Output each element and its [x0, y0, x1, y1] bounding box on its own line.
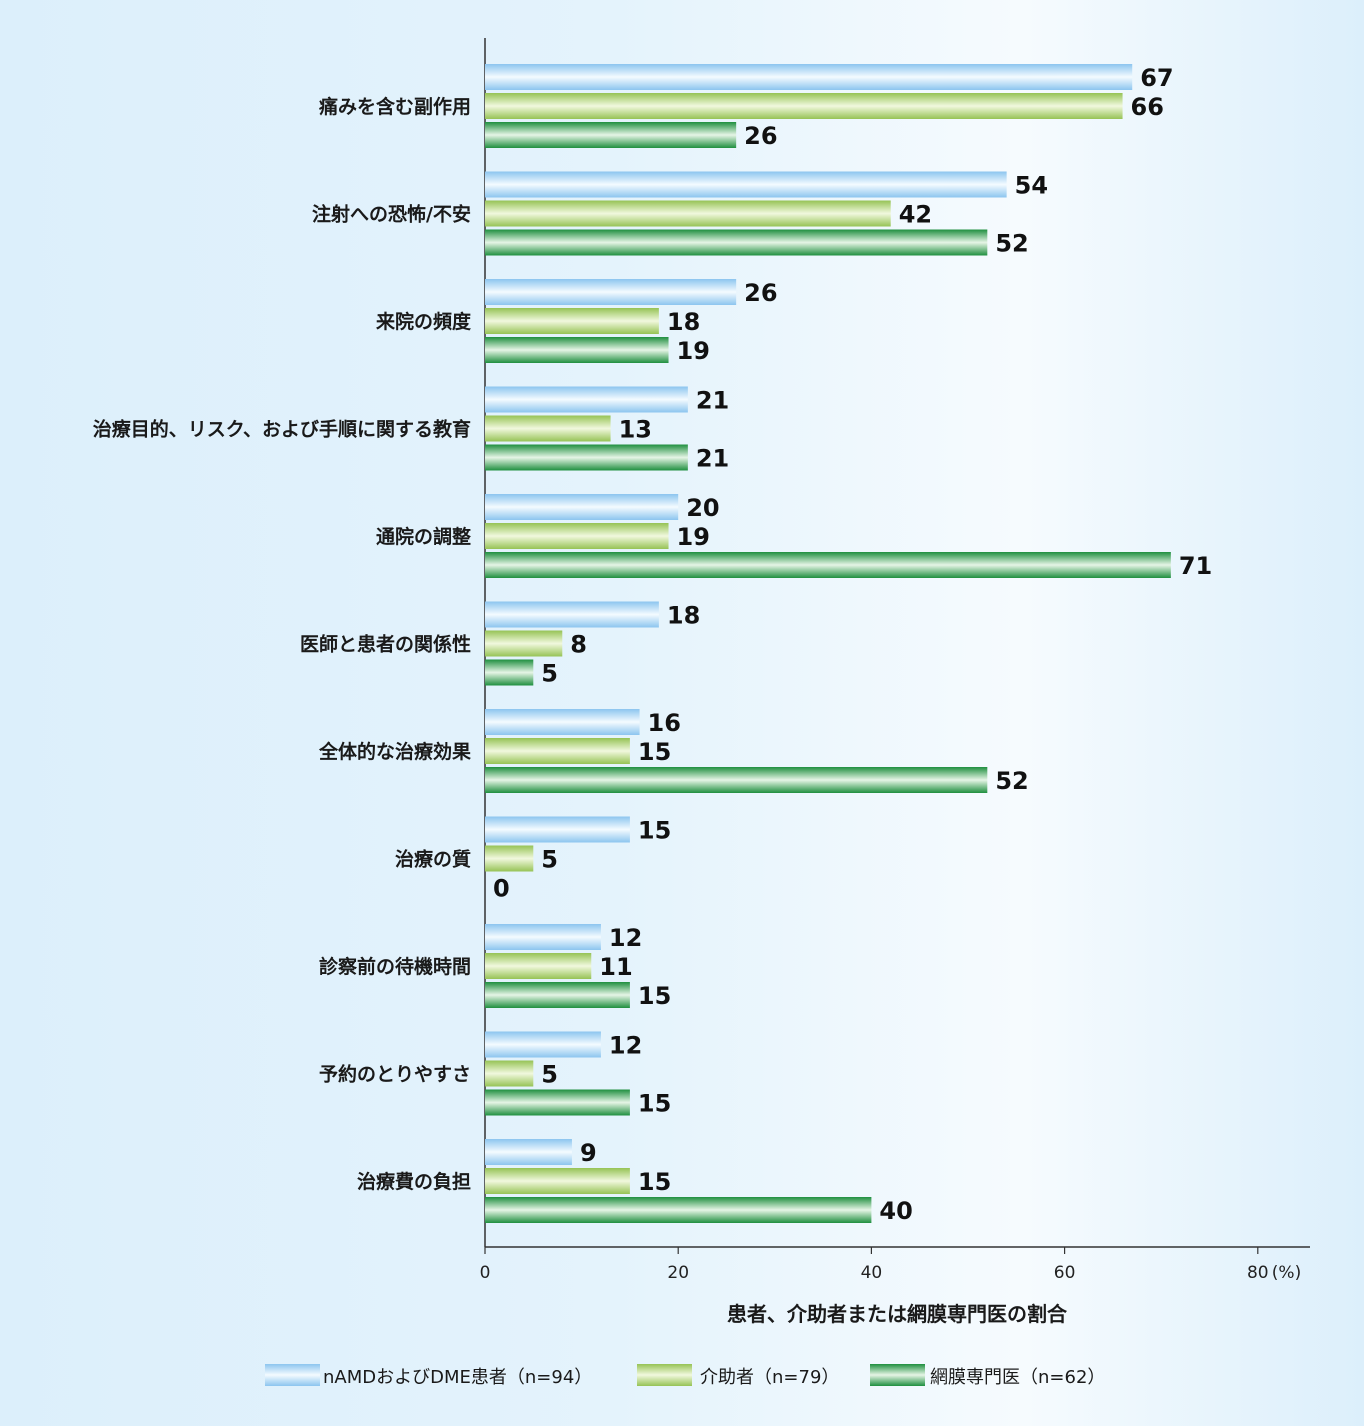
bar-value-label: 66	[1131, 93, 1164, 121]
bar-value-label: 15	[638, 1168, 671, 1196]
bar	[485, 494, 679, 520]
bar-value-label: 42	[899, 201, 932, 229]
legend: nAMDおよびDME患者（n=94） 介助者（n=79） 網膜専門医（n=62）	[265, 1364, 1105, 1388]
bar	[485, 122, 737, 148]
legend-label: 網膜専門医（n=62）	[930, 1367, 1105, 1388]
bar	[485, 1168, 630, 1194]
bar-value-label: 13	[619, 416, 652, 444]
bar	[485, 1089, 630, 1116]
bar-value-label: 26	[744, 122, 777, 150]
bar	[485, 709, 640, 735]
labels: 痛みを含む副作用676626注射への恐怖/不安544252来院の頻度261819…	[93, 64, 1213, 1225]
category-label: 医師と患者の関係性	[300, 633, 471, 656]
bar-value-label: 19	[677, 337, 710, 365]
x-axis-unit: (%)	[1272, 1263, 1301, 1283]
bar-value-label: 5	[541, 1061, 558, 1089]
bar-value-label: 12	[609, 1032, 642, 1060]
bar-value-label: 71	[1179, 552, 1212, 580]
legend-label: 介助者（n=79）	[700, 1367, 839, 1388]
bar	[485, 386, 688, 413]
category-label: 痛みを含む副作用	[319, 95, 471, 118]
bar-value-label: 8	[570, 631, 587, 659]
bar	[485, 552, 1171, 578]
bar	[485, 64, 1133, 90]
legend-swatch	[265, 1364, 320, 1386]
x-axis-title: 患者、介助者または網膜専門医の割合	[727, 1302, 1068, 1326]
category-label: 通院の調整	[376, 525, 471, 548]
bar-value-label: 18	[667, 602, 700, 630]
category-label: 治療費の負担	[357, 1170, 471, 1193]
bar-value-label: 11	[599, 953, 632, 981]
bar-value-label: 18	[667, 308, 700, 336]
bar	[485, 444, 688, 471]
bar	[485, 1060, 534, 1087]
bar-value-label: 52	[995, 767, 1028, 795]
bar	[485, 171, 1007, 198]
bar-value-label: 54	[1015, 172, 1048, 200]
bar	[485, 337, 669, 363]
category-label: 注射への恐怖/不安	[312, 203, 471, 226]
category-label: 予約のとりやすさ	[319, 1063, 471, 1086]
category-label: 治療目的、リスク、および手順に関する教育	[93, 418, 471, 441]
category-label: 診察前の待機時間	[319, 955, 471, 978]
bar-value-label: 12	[609, 924, 642, 952]
bar-value-label: 5	[541, 660, 558, 688]
category-label: 来院の頻度	[376, 310, 472, 333]
bars	[485, 64, 1171, 1223]
bar-value-label: 67	[1140, 64, 1173, 92]
x-tick-label: 40	[861, 1263, 883, 1283]
bar-value-label: 21	[696, 445, 729, 473]
bar	[485, 630, 563, 657]
bar	[485, 415, 611, 442]
bar	[485, 738, 630, 764]
bar-value-label: 15	[638, 982, 671, 1010]
bar	[485, 767, 988, 793]
bar-value-label: 21	[696, 387, 729, 415]
legend-swatch	[637, 1364, 692, 1386]
bar	[485, 1197, 872, 1223]
bar-value-label: 5	[541, 846, 558, 874]
bar-value-label: 15	[638, 738, 671, 766]
x-tick-label: 0	[480, 1263, 491, 1283]
bar-value-label: 0	[493, 875, 510, 903]
bar-value-label: 52	[995, 230, 1028, 258]
bar	[485, 659, 534, 686]
bar-value-label: 15	[638, 817, 671, 845]
bar-value-label: 9	[580, 1139, 597, 1167]
x-tick-label: 60	[1054, 1263, 1076, 1283]
axes: 0 20 40 60 80 (%)患者、介助者または網膜専門医の割合	[480, 38, 1310, 1326]
category-label: 全体的な治療効果	[318, 740, 471, 763]
bar-value-label: 16	[648, 709, 681, 737]
bar-value-label: 40	[879, 1197, 912, 1225]
bar	[485, 845, 534, 872]
bar-value-label: 20	[686, 494, 719, 522]
bar	[485, 601, 659, 628]
bar	[485, 816, 630, 843]
bar	[485, 229, 988, 256]
x-tick-label: 20	[667, 1263, 689, 1283]
bar	[485, 308, 659, 334]
bar	[485, 1139, 572, 1165]
bar-value-label: 26	[744, 279, 777, 307]
category-label: 治療の質	[395, 848, 471, 871]
bar	[485, 200, 891, 227]
bar	[485, 93, 1123, 119]
bar	[485, 1031, 601, 1058]
bar	[485, 924, 601, 950]
bar-value-label: 15	[638, 1090, 671, 1118]
x-tick-label: 80	[1247, 1263, 1269, 1283]
bar	[485, 953, 592, 979]
legend-label: nAMDおよびDME患者（n=94）	[323, 1367, 592, 1388]
legend-swatch	[870, 1364, 925, 1386]
bar	[485, 523, 669, 549]
bar-value-label: 19	[677, 523, 710, 551]
bar	[485, 982, 630, 1008]
bar	[485, 279, 737, 305]
